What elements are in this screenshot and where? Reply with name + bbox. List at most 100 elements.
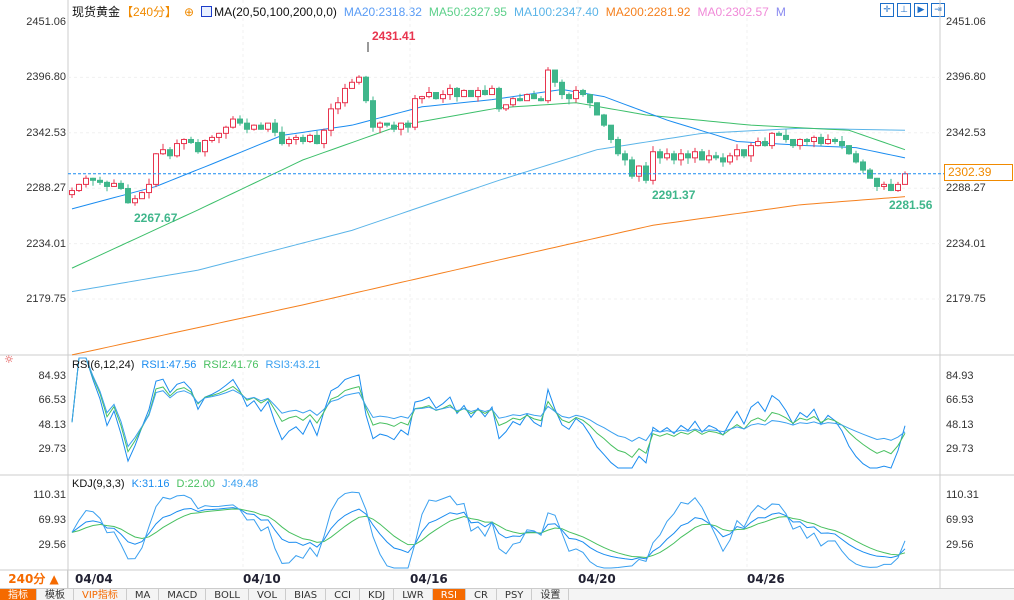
candle-body [748,145,754,157]
tab-14[interactable]: 设置 [532,589,570,600]
candle-body [230,118,236,128]
current-price-box: 2302.39 [944,164,1013,181]
candle-body [160,149,166,155]
tab-12[interactable]: CR [466,589,497,600]
candle-body [300,136,306,143]
tab-10[interactable]: LWR [394,589,433,600]
candle-body [69,190,75,196]
crosshair-icon[interactable]: ⊕ [184,4,195,19]
settings-sun-icon[interactable]: ☼ [4,353,14,366]
crosshair-tool-icon[interactable]: ✛ [880,3,894,17]
indicator-tabs: 指标 模板 VIP指标 MA MACD BOLL VOL BIAS CCI KDJ LWR RSI CR… [0,588,1014,600]
candle-body [426,92,432,98]
kdj-d-line [71,508,906,559]
candle-body [573,89,579,100]
axis-tick-label: 29.56 [946,539,974,551]
candle-body [860,161,866,171]
candle-body [384,122,390,126]
period-selector[interactable]: 240分 ▲ [0,570,68,588]
candle-body [342,87,348,104]
tab-1[interactable]: 模板 [37,589,74,600]
tab-11[interactable]: RSI [432,589,466,600]
candle-body [538,98,544,102]
candle-body [391,124,397,130]
zoom-range-icon[interactable]: ⊥ [897,3,911,17]
candle-body [664,153,670,159]
candle-body [454,87,460,98]
candle-body [657,151,663,159]
axis-tick-label: 48.13 [38,418,66,431]
candle-body [244,122,250,130]
candle-body [587,94,593,104]
candle-body [181,138,187,145]
candle-body [853,153,859,163]
candle-body [314,134,320,145]
candle-body [174,143,180,157]
candle-body [405,122,411,128]
candle-body [839,141,845,147]
candle-body [790,138,796,147]
candle-body [356,76,362,83]
axis-tick-label: 48.13 [946,418,974,431]
exit-icon[interactable]: ⇥ [931,3,945,17]
candle-body [755,141,761,147]
tab-6[interactable]: VOL [249,589,287,600]
axis-tick-label: 2396.80 [26,71,66,84]
candle-body [90,177,96,181]
candle-body [496,87,502,110]
k-value: K:31.16 [131,478,170,490]
candle-body [643,165,649,181]
candle-body [370,100,376,128]
candle-body [76,183,82,192]
candle-body [139,192,145,200]
kdj-title[interactable]: KDJ(9,3,3) [72,478,125,490]
axis-tick-label: 2342.53 [946,126,986,139]
candle-body [902,173,908,185]
candle-body [104,181,110,187]
kdj-legend: KDJ(9,3,3) K:31.16 D:22.00 J:49.48 [72,478,258,490]
axis-tick-label: 110.31 [33,489,66,501]
low-label: 2291.37 [652,188,696,202]
tab-2[interactable]: VIP指标 [74,589,127,600]
chart-tools: ✛ ⊥ ▶ ⇥ [880,3,945,17]
j-value: J:49.48 [222,478,259,490]
tab-7[interactable]: BIAS [286,589,327,600]
candle-body [727,155,733,163]
axis-tick-label: 110.31 [946,489,979,501]
candle-body [888,183,894,192]
candle-body [629,159,635,177]
period-label[interactable]: 【240分】 [121,5,178,19]
tab-3[interactable]: MA [127,589,160,600]
candle-body [286,138,292,145]
candle-body [83,177,89,185]
ma-chart-icon[interactable] [201,6,213,17]
candle-body [762,141,768,147]
tab-13[interactable]: PSY [497,589,533,600]
candle-body [636,165,642,177]
tab-8[interactable]: CCI [326,589,361,600]
candle-body [678,153,684,161]
candle-body [769,132,775,147]
candle-body [720,157,726,163]
candle-body [223,126,229,134]
ma-title[interactable]: MA(20,50,100,200,0,0) [214,4,337,19]
candle-body [433,92,439,100]
candle-body [209,136,215,141]
candle-body [566,94,572,100]
candle-body [783,134,789,140]
candle-body [685,153,691,159]
play-icon[interactable]: ▶ [914,3,928,17]
tab-0[interactable]: 指标 [0,589,37,600]
tab-9[interactable]: KDJ [360,589,395,600]
rsi-title[interactable]: RSI(6,12,24) [72,359,135,371]
candle-body [741,149,747,157]
tab-4[interactable]: MACD [159,589,207,600]
candle-body [832,138,838,143]
tab-5[interactable]: BOLL [206,589,249,600]
candle-body [545,69,551,102]
symbol-name: 现货黄金 [72,5,121,19]
candle-body [503,104,509,110]
candle-body [377,122,383,128]
rsi2-line [71,357,906,459]
